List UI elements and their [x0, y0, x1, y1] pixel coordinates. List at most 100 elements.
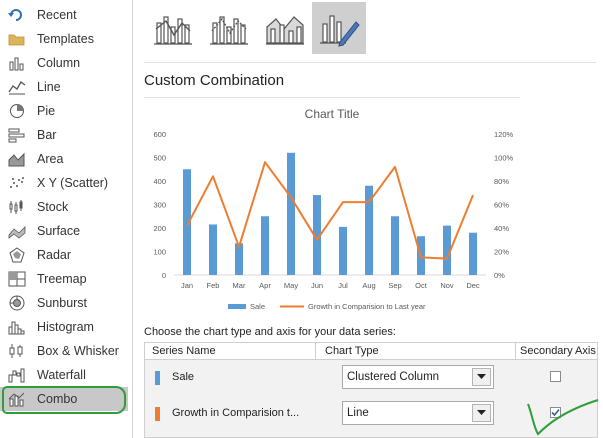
sidebar-item-label: Surface	[37, 224, 81, 238]
sidebar-item-pie[interactable]: Pie	[0, 99, 128, 123]
series-row-growth: Growth in Comparision t... Line	[145, 396, 597, 432]
x-tick-label: Dec	[466, 281, 480, 290]
bar-sale	[209, 224, 217, 275]
sidebar-item-templates[interactable]: Templates	[0, 27, 128, 51]
sidebar-item-label: Radar	[37, 248, 72, 262]
secondary-axis-checkbox-sale[interactable]	[550, 371, 561, 382]
y-tick-label: 200	[153, 224, 166, 233]
legend-label-sale: Sale	[250, 302, 265, 311]
sidebar-item-label: Line	[37, 80, 61, 94]
x-tick-label: Aug	[362, 281, 375, 290]
secondary-axis-checkbox-growth[interactable]	[550, 407, 561, 418]
sidebar-item-bar[interactable]: Bar	[0, 123, 128, 147]
x-tick-label: Sep	[388, 281, 401, 290]
sidebar-item-label: Sunburst	[37, 296, 88, 310]
y2-tick-label: 40%	[494, 224, 509, 233]
custom-combination-button[interactable]	[312, 2, 366, 54]
line-growth	[186, 161, 474, 260]
header-series-name: Series Name	[152, 345, 216, 357]
section-title: Custom Combination	[144, 72, 285, 89]
dropdown-button[interactable]	[472, 404, 491, 422]
sidebar-item-radar[interactable]: Radar	[0, 243, 128, 267]
bar-sale	[365, 185, 373, 275]
bar-sale	[391, 216, 399, 275]
series-color-swatch	[155, 371, 160, 385]
combo-stacked-area-column-button[interactable]	[258, 2, 312, 54]
sidebar-item-label: Treemap	[37, 272, 87, 286]
sidebar-item-recent[interactable]: Recent	[0, 3, 128, 27]
y-tick-label: 0	[162, 271, 166, 280]
y2-tick-label: 20%	[494, 248, 509, 257]
stock-chart-icon	[8, 199, 26, 215]
combo-variant-1-icon	[154, 16, 192, 45]
chart-title: Chart Title	[304, 107, 360, 121]
area-chart-icon	[8, 151, 26, 167]
sidebar-item-treemap[interactable]: Treemap	[0, 267, 128, 291]
sidebar-item-label: Bar	[37, 128, 57, 142]
box-whisker-chart-icon	[8, 343, 26, 359]
bar-sale	[287, 152, 295, 275]
x-tick-label: Feb	[207, 281, 220, 290]
table-header: Series Name Chart Type Secondary Axis	[145, 343, 597, 360]
header-divider	[315, 343, 316, 359]
sidebar-item-label: Stock	[37, 200, 69, 214]
sidebar-item-area[interactable]: Area	[0, 147, 128, 171]
surface-chart-icon	[8, 223, 26, 239]
header-divider	[515, 343, 516, 359]
y-tick-label: 500	[153, 154, 166, 163]
series-name: Growth in Comparision t...	[172, 407, 300, 419]
divider	[144, 62, 596, 63]
combo-clustered-column-line-secondary-button[interactable]	[202, 2, 256, 54]
y2-tick-label: 0%	[494, 271, 505, 280]
checkmark-icon	[551, 408, 560, 417]
bar-sale	[183, 169, 191, 275]
combo-clustered-column-line-button[interactable]	[146, 2, 200, 54]
sidebar-item-x-y-scatter[interactable]: X Y (Scatter)	[0, 171, 128, 195]
series-table: Series Name Chart Type Secondary Axis Sa…	[144, 342, 598, 438]
column-chart-icon	[8, 55, 26, 71]
sidebar-item-waterfall[interactable]: Waterfall	[0, 363, 128, 387]
custom-combo-pencil-icon	[320, 15, 360, 47]
sidebar-item-label: Column	[37, 56, 81, 70]
chevron-down-icon	[477, 410, 486, 415]
combo-variant-2-icon	[210, 16, 248, 45]
sidebar-item-box-whisker[interactable]: Box & Whisker	[0, 339, 128, 363]
x-tick-label: Jan	[181, 281, 193, 290]
x-tick-label: Nov	[440, 281, 454, 290]
sidebar-item-line[interactable]: Line	[0, 75, 128, 99]
sidebar-item-stock[interactable]: Stock	[0, 195, 128, 219]
series-name: Sale	[172, 371, 195, 383]
header-chart-type: Chart Type	[325, 345, 379, 357]
chart-type-select-sale[interactable]: Clustered Column	[342, 365, 494, 389]
sidebar-item-label: Combo	[37, 392, 78, 406]
sidebar-item-histogram[interactable]: Histogram	[0, 315, 128, 339]
sunburst-chart-icon	[8, 295, 26, 311]
scatter-chart-icon	[8, 175, 26, 191]
sidebar-item-surface[interactable]: Surface	[0, 219, 128, 243]
radar-chart-icon	[8, 247, 26, 263]
x-tick-label: May	[284, 281, 298, 290]
sidebar-item-label: Area	[37, 152, 64, 166]
series-color-swatch	[155, 407, 160, 421]
y-tick-label: 100	[153, 248, 166, 257]
sidebar-item-sunburst[interactable]: Sunburst	[0, 291, 128, 315]
chart-type-select-growth[interactable]: Line	[342, 401, 494, 425]
header-secondary-axis: Secondary Axis	[520, 345, 596, 357]
bar-sale	[261, 216, 269, 275]
chart-type-sidebar: Recent Templates Column Line Pie Bar Area X Y (…	[0, 0, 133, 438]
recent-icon	[8, 7, 26, 23]
sidebar-item-combo[interactable]: Combo	[0, 387, 128, 411]
series-row-sale: Sale Clustered Column	[145, 360, 597, 396]
sidebar-item-label: Recent	[37, 8, 77, 22]
bar-chart-icon	[8, 127, 26, 143]
sidebar-item-label: Pie	[37, 104, 56, 118]
x-tick-label: Apr	[259, 281, 271, 290]
x-tick-label: Oct	[415, 281, 428, 290]
y2-tick-label: 80%	[494, 177, 509, 186]
y-tick-label: 400	[153, 177, 166, 186]
sidebar-item-column[interactable]: Column	[0, 51, 128, 75]
x-tick-label: Jul	[338, 281, 348, 290]
sidebar-item-label: Histogram	[37, 320, 94, 334]
pie-chart-icon	[8, 103, 26, 119]
dropdown-button[interactable]	[472, 368, 491, 386]
